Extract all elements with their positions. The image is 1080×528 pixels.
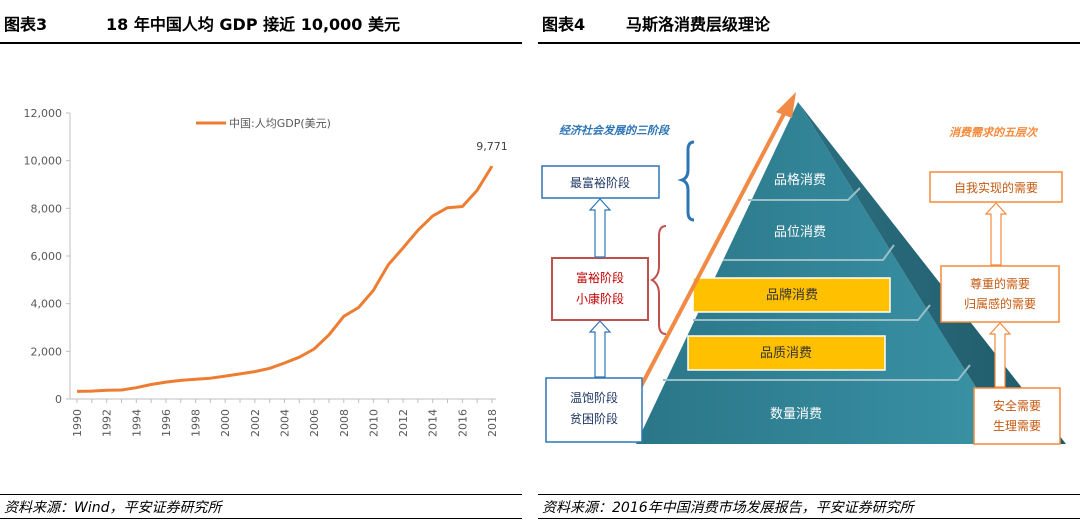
y-tick-label: 2,000 — [31, 345, 63, 358]
figure-title: 马斯洛消费层级理论 — [626, 15, 771, 34]
tier-separator — [748, 187, 861, 201]
x-tick-label: 1994 — [130, 409, 143, 437]
brace-red — [649, 225, 667, 335]
data-label-2018: 9,771 — [476, 140, 508, 153]
gdp-line-chart: 0 2,000 4,000 6,000 8,000 10,000 12,000 1990 199… — [24, 107, 508, 437]
source-note: 资料来源：2016年中国消费市场发展报告，平安证券研究所 — [542, 500, 914, 516]
needs-title: 消费需求的五层次 — [949, 126, 1039, 139]
y-tick-label: 12,000 — [24, 107, 63, 120]
y-tick-label: 10,000 — [24, 155, 63, 168]
up-arrow-right-upper — [984, 202, 1008, 266]
stages-title: 经济社会发展的三阶段 — [559, 124, 671, 137]
footer-rule-bottom — [0, 518, 522, 519]
x-tick-label: 2016 — [456, 409, 469, 437]
stage-label-subsistence: 温饱阶段 — [570, 390, 618, 405]
right-header: 图表4 马斯洛消费层级理论 — [538, 6, 1080, 44]
need-label-safety: 安全需要 — [993, 398, 1041, 413]
need-label-belonging: 归属感的需要 — [964, 296, 1036, 311]
need-label-physiological: 生理需要 — [993, 419, 1041, 433]
stage-label-moderate: 小康阶段 — [576, 291, 624, 306]
brace-blue — [677, 140, 695, 222]
x-tick-label: 2002 — [249, 409, 262, 437]
stage-label-affluent: 富裕阶段 — [576, 270, 624, 285]
y-tick-label: 4,000 — [31, 298, 63, 311]
tier-separator — [693, 304, 931, 321]
x-tick-label: 2004 — [279, 409, 292, 437]
left-footer: 资料来源：Wind，平安证券研究所 — [0, 494, 522, 524]
x-tick-label: 1998 — [190, 409, 203, 437]
stage-box-wealthiest — [541, 165, 660, 199]
left-header: 图表3 18 年中国人均 GDP 接近 10,000 美元 — [0, 6, 522, 44]
maslow-diagram: 品格消费 品位消费 品牌消费 品质消费 数量消费 经济社会发展的三阶段 消费需求… — [541, 92, 1066, 445]
x-tick-label: 2012 — [397, 409, 410, 437]
tier-separator — [723, 244, 895, 261]
y-tick-label: 0 — [55, 393, 62, 406]
level-label-character: 品格消费 — [774, 172, 826, 188]
x-tick-label: 2010 — [367, 409, 380, 437]
footer-rule — [0, 494, 522, 495]
need-label-self-actualization: 自我实现的需要 — [954, 180, 1038, 195]
need-label-esteem: 尊重的需要 — [970, 276, 1030, 291]
up-arrow-left-lower — [588, 320, 612, 378]
tier-separators — [663, 187, 971, 381]
stage-box-subsistence — [545, 377, 643, 443]
x-tick-label: 2018 — [486, 409, 499, 437]
level-label-quantity: 数量消费 — [770, 407, 822, 422]
y-tick-label: 8,000 — [31, 202, 63, 215]
y-tick-label: 6,000 — [31, 250, 63, 263]
x-tick-label: 2014 — [427, 409, 440, 437]
figure-label: 图表3 — [4, 15, 48, 34]
stage-label-wealthiest: 最富裕阶段 — [570, 175, 630, 190]
x-tick-label: 1990 — [71, 409, 84, 437]
left-figure: 图表3 18 年中国人均 GDP 接近 10,000 美元 0 2,000 4,00… — [0, 0, 522, 528]
highlight-band-brand — [692, 277, 891, 313]
x-tick-label: 2006 — [308, 409, 321, 437]
x-tick-label: 1992 — [101, 409, 114, 437]
right-footer: 资料来源：2016年中国消费市场发展报告，平安证券研究所 — [538, 494, 1080, 524]
x-tick-label: 2008 — [338, 409, 351, 437]
stage-label-poverty: 贫困阶段 — [570, 411, 618, 426]
tier-separator — [663, 364, 971, 381]
need-box-esteem-belonging — [940, 265, 1060, 323]
development-arrow — [636, 92, 796, 393]
gdp-series-line — [76, 165, 494, 393]
header-rule — [538, 42, 1080, 44]
source-note: 资料来源：Wind，平安证券研究所 — [4, 500, 222, 516]
level-label-brand: 品牌消费 — [766, 287, 818, 303]
level-label-quality: 品质消费 — [760, 346, 812, 361]
need-box-safety-physiological — [973, 387, 1061, 445]
figure-title: 18 年中国人均 GDP 接近 10,000 美元 — [106, 15, 401, 34]
footer-rule-bottom — [538, 518, 1080, 519]
up-arrow-right-lower — [988, 322, 1012, 388]
x-tick-label: 2000 — [219, 409, 232, 437]
level-label-taste: 品位消费 — [774, 225, 826, 240]
x-tick-label: 1996 — [160, 409, 173, 437]
header-rule — [0, 42, 522, 44]
footer-rule — [538, 494, 1080, 495]
stage-box-affluent — [551, 257, 649, 321]
figure-label: 图表4 — [542, 15, 586, 34]
up-arrow-left-upper — [588, 198, 612, 258]
highlight-band-quality — [687, 335, 886, 371]
need-box-self-actualization — [929, 171, 1063, 203]
right-figure: 图表4 马斯洛消费层级理论 品格消 — [538, 0, 1080, 528]
legend-label: 中国:人均GDP(美元) — [229, 117, 331, 130]
